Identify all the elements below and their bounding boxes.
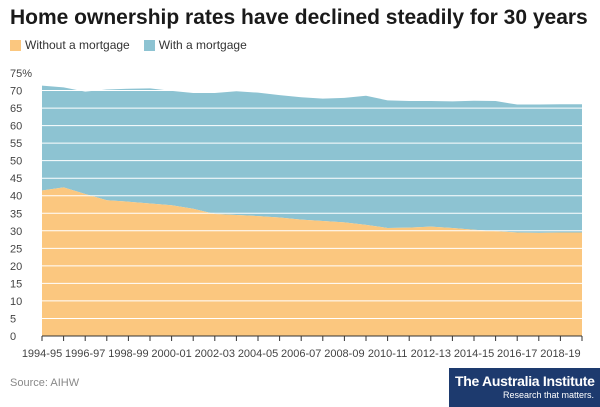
y-tick-label: 50 (10, 156, 22, 168)
legend: Without a mortgage With a mortgage (10, 38, 247, 52)
y-tick-label: 0 (10, 331, 16, 343)
y-tick-label: 65 (10, 103, 22, 115)
x-tick-label: 2014-15 (454, 348, 494, 360)
x-tick-label: 2002-03 (195, 348, 235, 360)
legend-item-without-mortgage: Without a mortgage (10, 38, 130, 52)
chart-title: Home ownership rates have declined stead… (10, 6, 588, 29)
logo-name: The Australia Institute (455, 373, 595, 389)
x-tick-label: 2004-05 (238, 348, 278, 360)
y-tick-label: 75% (10, 68, 32, 80)
x-tick-label: 2010-11 (368, 348, 408, 360)
y-tick-label: 60 (10, 121, 22, 133)
y-tick-label: 45 (10, 173, 22, 185)
y-tick-label: 70 (10, 86, 22, 98)
y-tick-label: 55 (10, 138, 22, 150)
legend-label-without-mortgage: Without a mortgage (25, 38, 130, 52)
x-tick-label: 2000-01 (151, 348, 191, 360)
logo-tagline: Research that matters. (502, 390, 594, 400)
x-tick-label: 1998-99 (108, 348, 148, 360)
x-tick-label: 2012-13 (411, 348, 451, 360)
x-tick-label: 2016-17 (497, 348, 537, 360)
y-tick-label: 25 (10, 243, 22, 255)
australia-institute-logo: The Australia Institute Research that ma… (449, 368, 600, 407)
y-tick-label: 10 (10, 296, 22, 308)
legend-label-with-mortgage: With a mortgage (158, 38, 247, 52)
source-note: Source: AIHW (10, 377, 80, 389)
x-tick-label: 1994-95 (22, 348, 62, 360)
y-tick-label: 5 (10, 313, 16, 325)
x-tick-label: 2008-09 (324, 348, 364, 360)
y-tick-label: 40 (10, 191, 22, 203)
area-without-mortgage (42, 187, 582, 336)
x-tick-label: 1996-97 (65, 348, 105, 360)
y-tick-label: 20 (10, 261, 22, 273)
y-tick-label: 30 (10, 226, 22, 238)
y-tick-label: 15 (10, 278, 22, 290)
legend-item-with-mortgage: With a mortgage (143, 38, 247, 52)
y-tick-label: 35 (10, 208, 22, 220)
x-tick-label: 2006-07 (281, 348, 321, 360)
legend-swatch-with-mortgage (143, 39, 155, 51)
x-tick-label: 2018-19 (540, 348, 580, 360)
legend-swatch-without-mortgage (10, 39, 21, 51)
